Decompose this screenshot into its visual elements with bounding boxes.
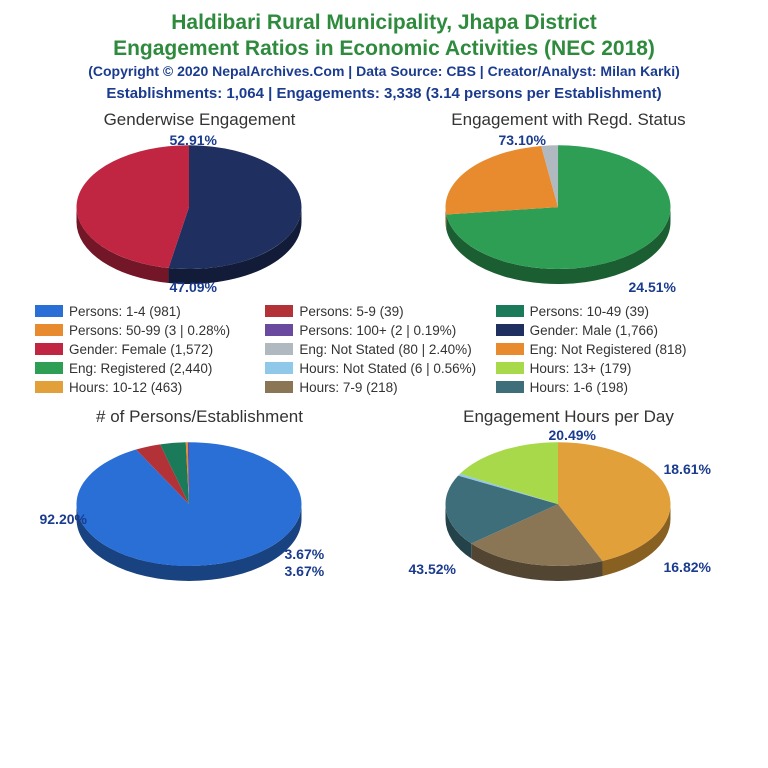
gender-pie: 52.91% 47.09% xyxy=(49,134,349,294)
legend-text: Persons: 50-99 (3 | 0.28%) xyxy=(69,323,230,338)
regd-chart-cell: Engagement with Regd. Status 73.10% 24.51… xyxy=(391,110,745,294)
legend-item: Hours: 10-12 (463) xyxy=(35,380,265,395)
title-line-1: Haldibari Rural Municipality, Jhapa Dist… xyxy=(15,10,753,36)
hours-pie: 43.52%20.49%18.61%16.82% xyxy=(418,431,718,591)
regd-pie: 73.10% 24.51% xyxy=(418,134,718,294)
gender-chart-cell: Genderwise Engagement 52.91% 47.09% xyxy=(22,110,376,294)
pie-slice-label: 20.49% xyxy=(548,427,595,443)
pie-slice-label: 16.82% xyxy=(663,559,710,575)
legend-swatch xyxy=(35,305,63,317)
legend-text: Persons: 100+ (2 | 0.19%) xyxy=(299,323,456,338)
legend-swatch xyxy=(265,381,293,393)
regd-chart-title: Engagement with Regd. Status xyxy=(451,110,685,130)
legend-item: Persons: 50-99 (3 | 0.28%) xyxy=(35,323,265,338)
legend-text: Hours: 10-12 (463) xyxy=(69,380,182,395)
legend-swatch xyxy=(496,343,524,355)
legend-swatch xyxy=(265,362,293,374)
legend-text: Hours: Not Stated (6 | 0.56%) xyxy=(299,361,476,376)
legend-item: Eng: Registered (2,440) xyxy=(35,361,265,376)
legend-item: Eng: Not Stated (80 | 2.40%) xyxy=(265,342,495,357)
legend-text: Persons: 1-4 (981) xyxy=(69,304,181,319)
pie-slice-label: 18.61% xyxy=(663,461,710,477)
legend-text: Eng: Not Stated (80 | 2.40%) xyxy=(299,342,471,357)
legend-text: Hours: 13+ (179) xyxy=(530,361,632,376)
legend-item: Hours: Not Stated (6 | 0.56%) xyxy=(265,361,495,376)
stats-line: Establishments: 1,064 | Engagements: 3,3… xyxy=(15,85,753,102)
persons-pie: 92.20%3.67%3.67% xyxy=(49,431,349,591)
legend-text: Persons: 5-9 (39) xyxy=(299,304,403,319)
legend-swatch xyxy=(496,324,524,336)
infographic-container: Haldibari Rural Municipality, Jhapa Dist… xyxy=(0,0,768,768)
legend-text: Persons: 10-49 (39) xyxy=(530,304,649,319)
pie-slice-label: 43.52% xyxy=(408,561,455,577)
legend-text: Hours: 7-9 (218) xyxy=(299,380,397,395)
persons-chart-cell: # of Persons/Establishment 92.20%3.67%3.… xyxy=(22,407,376,591)
hours-chart-title: Engagement Hours per Day xyxy=(463,407,674,427)
legend-item: Persons: 100+ (2 | 0.19%) xyxy=(265,323,495,338)
pie-slice-label: 92.20% xyxy=(39,511,86,527)
legend-item: Persons: 5-9 (39) xyxy=(265,304,495,319)
legend-text: Gender: Female (1,572) xyxy=(69,342,213,357)
title-line-2: Engagement Ratios in Economic Activities… xyxy=(15,36,753,62)
legend-item: Persons: 10-49 (39) xyxy=(496,304,726,319)
legend-swatch xyxy=(496,305,524,317)
legend-text: Gender: Male (1,766) xyxy=(530,323,658,338)
legend-item: Hours: 13+ (179) xyxy=(496,361,726,376)
legend-swatch xyxy=(265,305,293,317)
bottom-charts-row: # of Persons/Establishment 92.20%3.67%3.… xyxy=(15,407,753,591)
persons-chart-title: # of Persons/Establishment xyxy=(96,407,303,427)
legend-item: Hours: 7-9 (218) xyxy=(265,380,495,395)
legend-swatch xyxy=(35,324,63,336)
legend-item: Gender: Female (1,572) xyxy=(35,342,265,357)
legend-swatch xyxy=(265,343,293,355)
pie-slice-label: 47.09% xyxy=(169,279,216,295)
top-charts-row: Genderwise Engagement 52.91% 47.09% Engag… xyxy=(15,110,753,294)
copyright-line: (Copyright © 2020 NepalArchives.Com | Da… xyxy=(15,63,753,79)
legend-item: Eng: Not Registered (818) xyxy=(496,342,726,357)
legend-item: Hours: 1-6 (198) xyxy=(496,380,726,395)
gender-chart-title: Genderwise Engagement xyxy=(104,110,296,130)
legend-item: Gender: Male (1,766) xyxy=(496,323,726,338)
legend-swatch xyxy=(35,343,63,355)
legend-swatch xyxy=(35,381,63,393)
pie-slice-label: 52.91% xyxy=(169,132,216,148)
pie-slice-label: 24.51% xyxy=(628,279,675,295)
legend-text: Eng: Registered (2,440) xyxy=(69,361,212,376)
legend-swatch xyxy=(265,324,293,336)
pie-slice-label: 3.67% xyxy=(284,546,324,562)
legend-text: Eng: Not Registered (818) xyxy=(530,342,687,357)
pie-slice-label: 3.67% xyxy=(284,563,324,579)
legend-swatch xyxy=(496,381,524,393)
legend-text: Hours: 1-6 (198) xyxy=(530,380,628,395)
legend-item: Persons: 1-4 (981) xyxy=(35,304,265,319)
hours-chart-cell: Engagement Hours per Day 43.52% 20.49% 18.… xyxy=(391,407,745,591)
legend-swatch xyxy=(496,362,524,374)
legend-block: Persons: 1-4 (981) Persons: 5-9 (39) Perso… xyxy=(35,304,733,399)
legend-swatch xyxy=(35,362,63,374)
main-title: Haldibari Rural Municipality, Jhapa Dist… xyxy=(15,10,753,63)
pie-slice-label: 73.10% xyxy=(498,132,545,148)
